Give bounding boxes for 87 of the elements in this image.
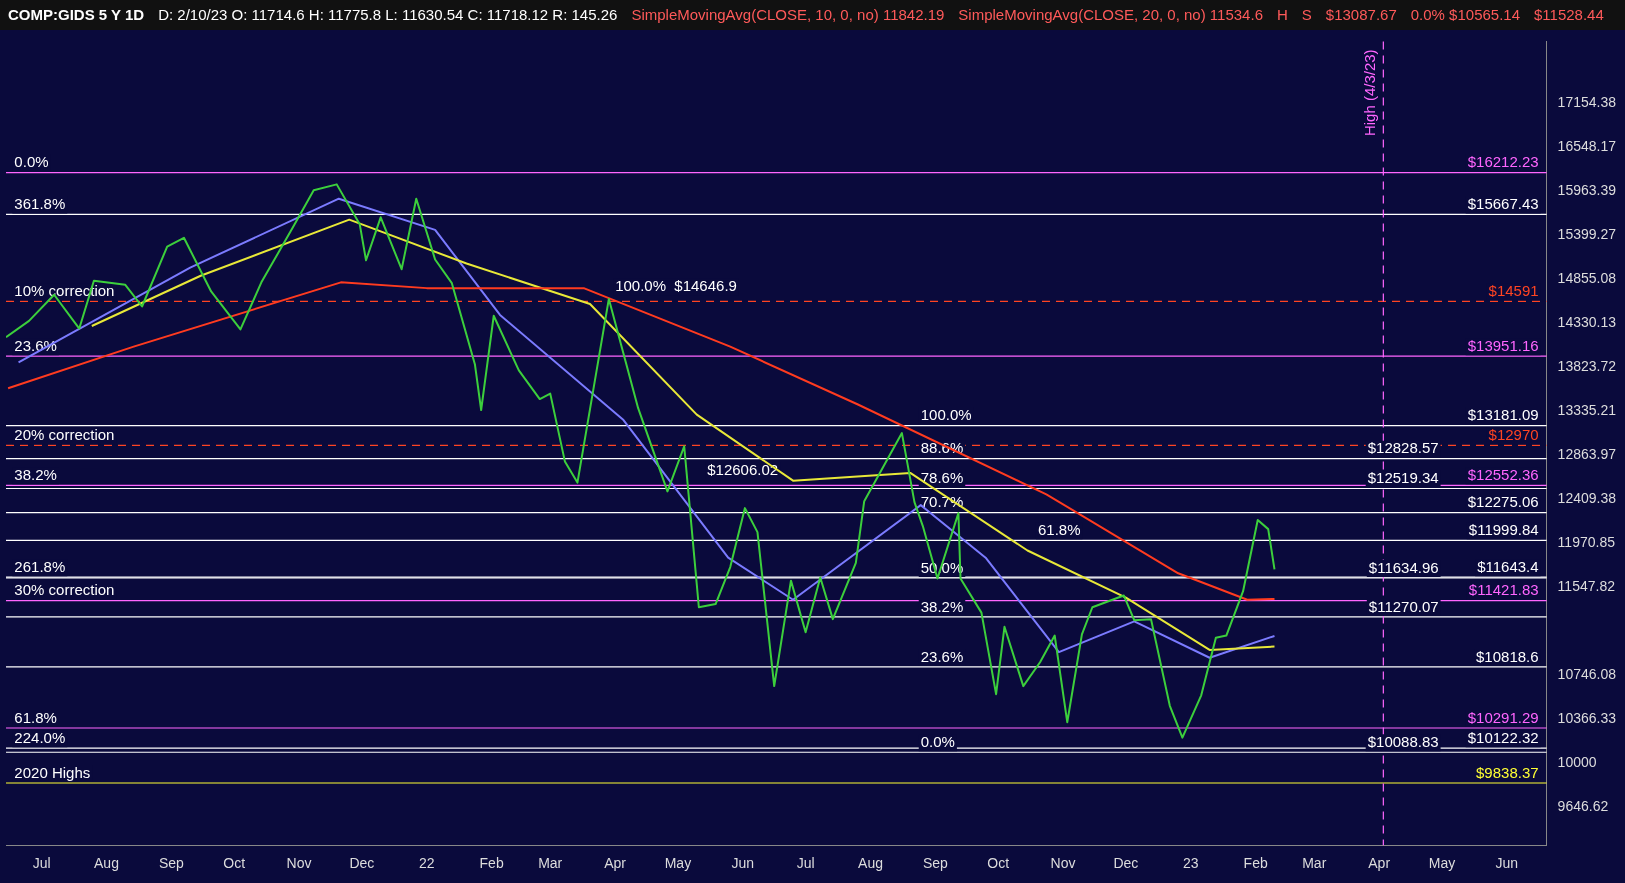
text: $13087.67 bbox=[1325, 6, 1397, 23]
annotation: 361.8% bbox=[14, 195, 66, 213]
ref-line-label: $12970 bbox=[1488, 425, 1539, 443]
y-tick-label: 12863.97 bbox=[1557, 446, 1617, 463]
ref-line-label: $13181.09 bbox=[1467, 406, 1539, 424]
x-tick-label: Jul bbox=[32, 855, 51, 872]
y-tick-label: 13335.21 bbox=[1557, 402, 1617, 419]
x-tick-label: Jul bbox=[796, 855, 815, 872]
ref-line-label: $12828.57 bbox=[1367, 439, 1439, 457]
ref-line-label: $9838.37 bbox=[1476, 763, 1539, 781]
y-tick-label: 10000 bbox=[1557, 753, 1597, 770]
ref-line-label: $12552.36 bbox=[1467, 465, 1539, 483]
ref-line-label: $10088.83 bbox=[1367, 732, 1439, 750]
x-tick-label: Aug bbox=[94, 855, 119, 872]
ref-line-label: $10291.29 bbox=[1467, 708, 1539, 726]
x-tick-label: 22 bbox=[418, 855, 435, 872]
annotation: 0.0% bbox=[920, 732, 955, 750]
ref-line-label: $11999.84 bbox=[1468, 520, 1539, 538]
ref-line-label: $16212.23 bbox=[1467, 153, 1539, 171]
x-tick-label: Oct bbox=[987, 855, 1010, 872]
ref-line-label: $15667.43 bbox=[1467, 195, 1539, 213]
y-tick-label: 13823.72 bbox=[1557, 358, 1617, 375]
x-tick-label: Apr bbox=[604, 855, 627, 872]
x-tick-label: Feb bbox=[1243, 855, 1268, 872]
annotation: $12606.02 bbox=[707, 460, 779, 478]
chart-subtitle: D: 2/10/23 O: 11714.6 H: 11775.8 L: 11630.54 C: 11718.12 R: 145.26 bbox=[158, 6, 618, 23]
x-tick-label: Nov bbox=[286, 855, 312, 872]
text: $11528.44 bbox=[1534, 6, 1604, 23]
x-tick-label: Nov bbox=[1050, 855, 1076, 872]
ref-line-label: $10122.32 bbox=[1467, 728, 1539, 746]
annotation: 100.0% bbox=[920, 406, 972, 424]
y-tick-label: 10366.33 bbox=[1557, 709, 1617, 726]
annotation: 224.0% bbox=[14, 728, 66, 746]
y-tick-label: 14330.13 bbox=[1557, 314, 1617, 331]
x-tick-label: Feb bbox=[479, 855, 504, 872]
y-tick-label: 14855.08 bbox=[1557, 270, 1617, 287]
annotation: 261.8% bbox=[14, 557, 66, 575]
ref-line-label: $12519.34 bbox=[1367, 469, 1439, 487]
x-tick-label: Dec bbox=[1113, 855, 1139, 872]
ref-line-label: $11643.4 bbox=[1477, 557, 1539, 575]
ref-line-label: $14591 bbox=[1488, 282, 1539, 300]
x-tick-label: Dec bbox=[349, 855, 375, 872]
x-tick-label: Jun bbox=[1495, 855, 1519, 872]
annotation: 61.8% bbox=[1037, 520, 1081, 538]
y-tick-label: 10746.08 bbox=[1557, 666, 1617, 682]
y-tick-label: 9646.62 bbox=[1557, 797, 1609, 814]
chart-title: COMP:GIDS 5 Y 1D bbox=[8, 6, 145, 23]
annotation: 78.6% bbox=[920, 469, 964, 487]
ref-line-label: $12275.06 bbox=[1467, 493, 1539, 511]
text: S bbox=[1301, 6, 1312, 23]
annotation: 100.0% $14646.9 bbox=[615, 277, 737, 295]
y-tick-label: 12409.38 bbox=[1557, 490, 1617, 507]
x-tick-label: May bbox=[664, 855, 692, 872]
annotation: 38.2% bbox=[920, 597, 964, 615]
x-tick-label: Apr bbox=[1368, 855, 1391, 872]
ref-line-label: High (4/3/23) bbox=[1360, 49, 1378, 137]
x-tick-label: Sep bbox=[158, 855, 185, 872]
y-tick-label: 17154.38 bbox=[1557, 94, 1617, 111]
x-tick-label: Oct bbox=[223, 855, 246, 872]
annotation: 30% correction bbox=[14, 581, 115, 599]
ref-line-label: $11421.83 bbox=[1468, 581, 1539, 599]
ref-line-label: $13951.16 bbox=[1467, 336, 1539, 354]
x-tick-label: Jun bbox=[731, 855, 755, 872]
annotation: 2020 Highs bbox=[14, 763, 91, 781]
text: 0.0% $10565.14 bbox=[1410, 6, 1521, 23]
annotation: 61.8% bbox=[14, 708, 57, 726]
y-tick-label: 11547.82 bbox=[1557, 578, 1616, 595]
text: SimpleMovingAvg(CLOSE, 10, 0, no) 11842.19 bbox=[631, 6, 945, 23]
text: SimpleMovingAvg(CLOSE, 20, 0, no) 11534.6 bbox=[958, 6, 1263, 23]
y-tick-label: 11970.85 bbox=[1557, 534, 1616, 551]
annotation: 0.0% bbox=[14, 153, 49, 171]
y-tick-label: 15963.39 bbox=[1557, 182, 1617, 199]
x-tick-label: Sep bbox=[922, 855, 949, 872]
x-tick-label: Mar bbox=[538, 855, 563, 872]
ref-line-label: $11634.96 bbox=[1368, 558, 1439, 576]
ref-line-label: $11270.07 bbox=[1368, 597, 1439, 615]
annotation: 38.2% bbox=[14, 465, 57, 483]
y-tick-label: 15399.27 bbox=[1557, 226, 1617, 243]
ref-line-label: $10818.6 bbox=[1476, 647, 1539, 665]
text: H bbox=[1276, 6, 1288, 23]
x-tick-label: May bbox=[1428, 855, 1456, 872]
x-tick-label: Mar bbox=[1302, 855, 1327, 872]
y-tick-label: 16548.17 bbox=[1557, 138, 1617, 155]
x-tick-label: Aug bbox=[858, 855, 883, 872]
x-tick-label: 23 bbox=[1182, 855, 1199, 872]
annotation: 23.6% bbox=[920, 647, 964, 665]
annotation: 20% correction bbox=[14, 425, 115, 443]
